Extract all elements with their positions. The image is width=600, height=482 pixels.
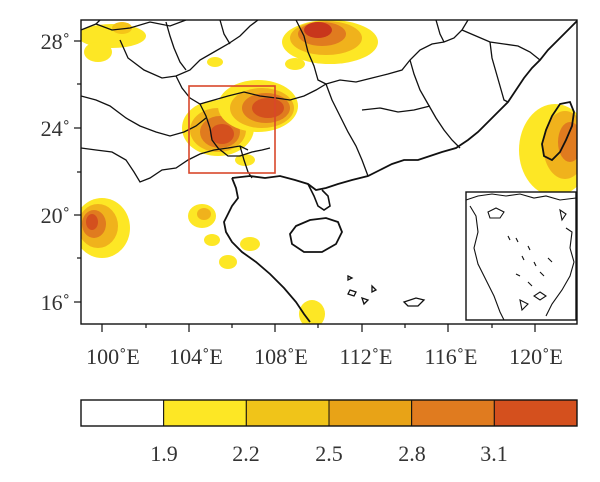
anomaly-patch-east (519, 104, 577, 196)
lat-label-24: 24˚ (41, 116, 70, 141)
lon-label-108: 108˚E (254, 344, 308, 369)
anomaly-patch-west (81, 198, 130, 258)
colorbar-label-4: 2.8 (398, 441, 426, 466)
province-line-17 (165, 21, 187, 71)
lon-label-100: 100˚E (86, 344, 140, 369)
lon-label-112: 112˚E (340, 344, 393, 369)
colorbar-cell-5 (411, 399, 495, 427)
shaded-anomaly-areas (81, 20, 577, 324)
colorbar-label-3: 2.5 (315, 441, 343, 466)
province-line-11 (489, 41, 509, 103)
province-line-10 (461, 29, 541, 61)
region-highlight-box (188, 85, 276, 174)
anomaly-patch-central (188, 204, 325, 324)
boundaries (81, 20, 577, 323)
colorbar-frame (80, 399, 578, 427)
colorbar: 1.9 2.2 2.5 2.8 3.1 (80, 399, 578, 466)
colorbar-label-1: 1.9 (150, 441, 178, 466)
colorbar-cell-2 (163, 399, 247, 427)
province-line-3 (175, 75, 327, 105)
province-line-14 (81, 95, 207, 137)
hainan-island (289, 217, 343, 253)
province-line-13 (219, 20, 231, 45)
province-line-5 (199, 103, 271, 157)
province-line-9 (361, 105, 431, 113)
paracel-islands (347, 274, 426, 307)
lat-label-20: 20˚ (41, 203, 70, 228)
colorbar-label-2: 2.2 (232, 441, 260, 466)
colorbar-cell-4 (328, 399, 413, 427)
taiwan-island (541, 100, 575, 162)
province-line-15 (239, 145, 253, 179)
longitude-labels: 100˚E 104˚E 108˚E 112˚E 116˚E 120˚E (86, 344, 563, 369)
colorbar-labels: 1.9 2.2 2.5 2.8 3.1 (150, 441, 508, 466)
longitude-ticks (101, 324, 536, 332)
lon-label-104: 104˚E (169, 344, 223, 369)
latitude-ticks (74, 40, 81, 303)
lon-label-120: 120˚E (509, 344, 563, 369)
province-line-12 (435, 20, 445, 43)
south-china-sea-inset (465, 191, 577, 321)
colorbar-label-5: 3.1 (480, 441, 508, 466)
lat-label-16: 16˚ (41, 290, 70, 315)
lon-label-116: 116˚E (425, 344, 478, 369)
colorbar-cell-6 (493, 399, 578, 427)
province-line-8 (409, 59, 461, 149)
leizhou-peninsula (307, 183, 331, 211)
colorbar-cell-3 (245, 399, 330, 427)
anomaly-patch-north (207, 20, 378, 70)
lat-label-28: 28˚ (41, 29, 70, 54)
province-line-6 (295, 20, 369, 177)
province-line-4 (81, 145, 249, 183)
province-line-2 (119, 20, 259, 79)
colorbar-cell-1 (80, 399, 165, 427)
anomaly-patch-northwest (81, 22, 146, 62)
latitude-labels: 28˚ 24˚ 20˚ 16˚ (41, 29, 70, 315)
vietnam-coastline (223, 177, 311, 323)
anomaly-patch-boxed (182, 80, 298, 166)
